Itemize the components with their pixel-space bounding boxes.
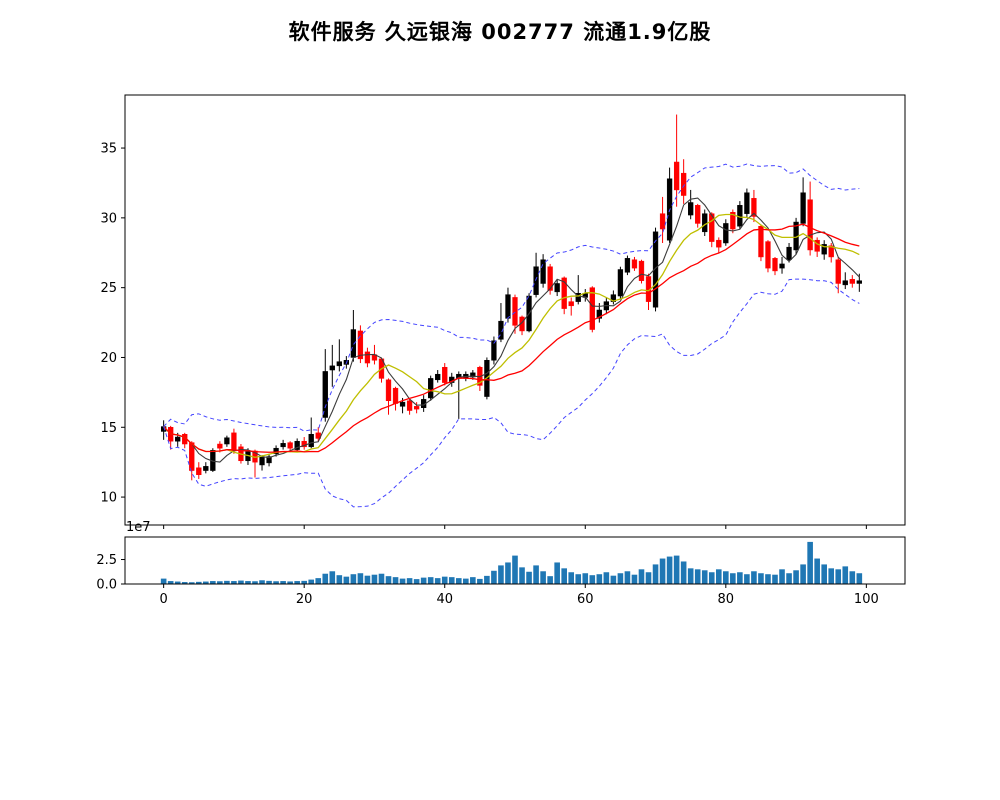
svg-text:0: 0 xyxy=(160,592,168,607)
svg-text:35: 35 xyxy=(100,142,117,157)
chart-title: 软件服务 久远银海 002777 流通1.9亿股 xyxy=(288,20,712,44)
candles xyxy=(160,114,862,481)
axes xyxy=(124,94,906,585)
svg-text:60: 60 xyxy=(577,592,594,607)
svg-text:15: 15 xyxy=(100,421,117,436)
volume-offset-label: 1e7 xyxy=(126,520,151,535)
svg-text:20: 20 xyxy=(100,351,117,366)
svg-text:80: 80 xyxy=(718,592,735,607)
volume-bars xyxy=(160,541,863,584)
x-ticks: 0 20 40 60 80 100 xyxy=(160,525,879,607)
svg-text:0.0: 0.0 xyxy=(96,578,117,593)
svg-text:100: 100 xyxy=(854,592,879,607)
overlay-lines xyxy=(163,163,860,508)
svg-text:10: 10 xyxy=(100,491,117,506)
svg-text:2.5: 2.5 xyxy=(96,553,117,568)
volume-y-ticks: 0.0 2.5 1e7 xyxy=(96,520,150,593)
svg-text:40: 40 xyxy=(436,592,453,607)
svg-text:25: 25 xyxy=(100,281,117,296)
svg-text:30: 30 xyxy=(100,211,117,226)
price-y-ticks: 10 15 20 25 30 35 xyxy=(100,142,125,506)
svg-text:20: 20 xyxy=(296,592,313,607)
